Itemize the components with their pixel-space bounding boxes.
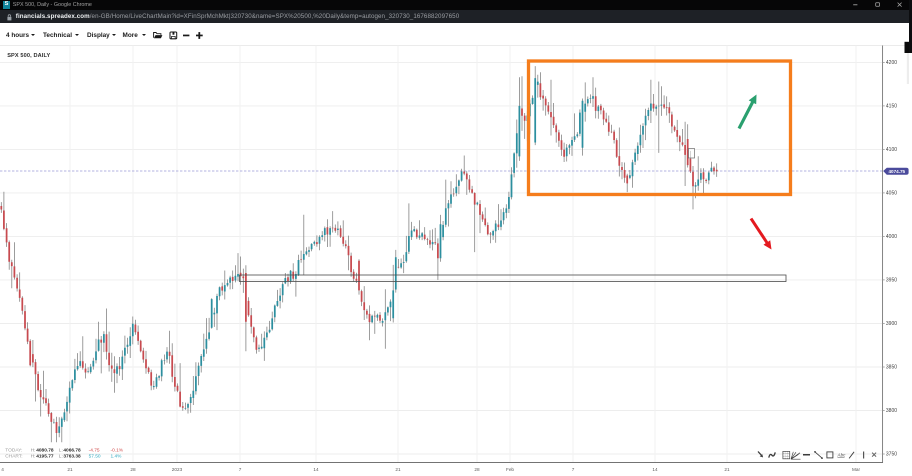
svg-text:4050: 4050 [886, 191, 897, 197]
svg-text:H:: H: [31, 448, 36, 454]
svg-text:28: 28 [130, 467, 136, 472]
svg-text:4080.78: 4080.78 [36, 448, 54, 454]
svg-text:7: 7 [239, 467, 242, 472]
svg-text:CHART:: CHART: [5, 453, 22, 459]
svg-text:21: 21 [67, 467, 73, 472]
svg-text:14: 14 [313, 467, 319, 472]
svg-text:4200: 4200 [886, 60, 897, 66]
svg-text:L:: L: [59, 448, 63, 454]
svg-text:4100: 4100 [886, 147, 897, 153]
svg-text:-0.1%: -0.1% [111, 448, 124, 454]
svg-text:3763.38: 3763.38 [63, 453, 81, 459]
svg-text:21: 21 [395, 467, 401, 472]
svg-text:4150: 4150 [886, 104, 897, 110]
svg-text:3950: 3950 [886, 278, 897, 284]
svg-text:4066.78: 4066.78 [63, 448, 81, 454]
svg-text:L:: L: [59, 453, 63, 459]
svg-text:14: 14 [652, 467, 658, 472]
svg-text:3900: 3900 [886, 321, 897, 327]
svg-text:1.4%: 1.4% [111, 453, 123, 459]
svg-text:21: 21 [724, 467, 730, 472]
svg-text:4000: 4000 [886, 234, 897, 240]
svg-text:2023: 2023 [172, 467, 183, 472]
svg-text:4: 4 [1, 467, 4, 472]
svg-text:-4.75: -4.75 [89, 448, 100, 454]
svg-text:Feb: Feb [506, 467, 514, 472]
svg-text:H:: H: [31, 453, 36, 459]
svg-text:4074.75: 4074.75 [888, 169, 905, 174]
svg-text:4195.77: 4195.77 [36, 453, 54, 459]
svg-text:7: 7 [572, 467, 575, 472]
svg-text:Mar: Mar [852, 467, 861, 472]
svg-text:TODAY:: TODAY: [5, 448, 22, 454]
svg-text:3800: 3800 [886, 408, 897, 414]
svg-text:3750: 3750 [886, 452, 897, 458]
svg-text:3850: 3850 [886, 365, 897, 371]
svg-text:Abc: Abc [837, 452, 847, 457]
svg-text:57.50: 57.50 [89, 453, 101, 459]
svg-text:SPX 500, DAILY: SPX 500, DAILY [7, 53, 50, 59]
svg-text:28: 28 [474, 467, 480, 472]
